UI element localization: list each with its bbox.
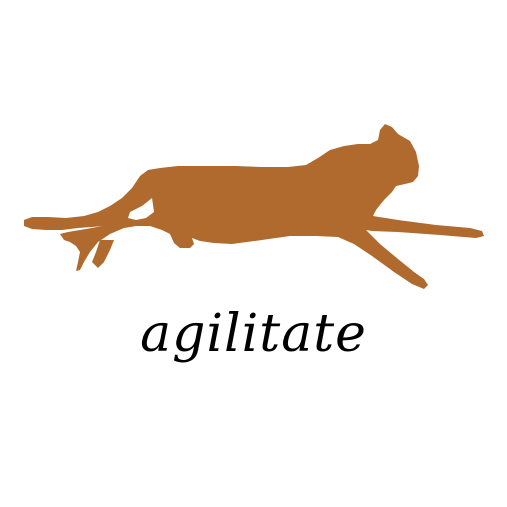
cat-leg-gap	[128, 198, 154, 220]
cat-hind-leg	[92, 240, 114, 268]
cat-body	[24, 124, 484, 289]
caption-word: agilitate	[140, 304, 367, 364]
